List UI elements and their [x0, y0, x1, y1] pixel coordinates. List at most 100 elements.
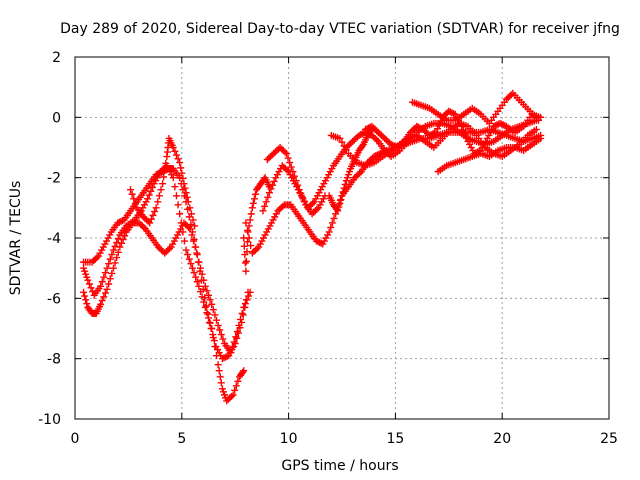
data-point [152, 171, 160, 179]
data-point [507, 91, 515, 99]
data-point [458, 122, 466, 130]
data-point [200, 276, 208, 284]
data-point [114, 235, 122, 243]
data-point [446, 108, 454, 116]
x-tick-label: 0 [71, 431, 80, 447]
data-point [182, 189, 190, 197]
data-point [190, 269, 198, 277]
data-point [113, 239, 121, 247]
data-point [245, 292, 253, 300]
data-point [335, 203, 343, 211]
data-point [192, 273, 200, 281]
data-point [339, 188, 347, 196]
data-point [208, 325, 216, 332]
data-point [97, 282, 105, 290]
x-tick-label: 10 [280, 431, 298, 447]
y-tick-label: -4 [47, 231, 61, 247]
data-point [101, 269, 109, 277]
data-point [80, 288, 88, 296]
data-point [358, 142, 366, 150]
data-point [83, 300, 91, 308]
data-point [238, 309, 246, 317]
data-point [98, 297, 106, 305]
data-point [89, 288, 97, 296]
data-point [227, 349, 235, 357]
data-point [245, 222, 253, 230]
y-axis-label: SDTVAR / TECUs [8, 181, 24, 296]
data-point [116, 243, 124, 251]
data-point [448, 109, 456, 117]
data-point [426, 131, 434, 139]
data-point [243, 238, 251, 246]
data-point [218, 355, 226, 363]
data-point [227, 392, 235, 400]
data-point [155, 192, 163, 200]
data-point [328, 219, 336, 227]
data-point [336, 134, 344, 142]
data-point [316, 239, 324, 247]
data-point [283, 166, 291, 174]
data-point [114, 219, 122, 227]
data-point [232, 382, 240, 390]
x-tick-label: 25 [600, 431, 618, 447]
data-point [314, 238, 322, 246]
data-point [180, 237, 188, 245]
data-point [279, 202, 287, 210]
data-point [261, 202, 269, 210]
y-tick-label: -10 [38, 412, 61, 428]
data-points [80, 89, 545, 405]
data-point [287, 163, 295, 171]
data-point [240, 234, 248, 242]
data-point [247, 242, 255, 250]
data-point [222, 353, 230, 361]
data-point [127, 186, 135, 194]
data-series [434, 134, 545, 176]
data-point [176, 210, 184, 218]
data-point [327, 223, 335, 231]
data-point [106, 275, 114, 283]
data-point [149, 211, 157, 219]
data-point [200, 298, 208, 306]
data-point [430, 129, 438, 137]
data-point [100, 273, 108, 281]
data-point [128, 190, 136, 198]
data-point [341, 180, 349, 188]
data-point [151, 208, 159, 216]
data-point [177, 219, 185, 227]
data-point [300, 197, 308, 205]
data-point [162, 159, 170, 167]
data-point [206, 319, 214, 327]
data-point [196, 264, 204, 272]
data-point [188, 228, 196, 236]
data-series [361, 107, 545, 158]
data-point [259, 207, 267, 215]
data-point [208, 300, 216, 308]
data-point [193, 278, 201, 286]
plot-frame [74, 56, 610, 420]
data-point [356, 169, 364, 177]
data-point [334, 207, 342, 215]
data-point [234, 329, 242, 337]
data-point [363, 125, 371, 133]
data-point [532, 125, 540, 133]
data-point [174, 155, 182, 163]
data-point [98, 278, 106, 286]
data-point [176, 174, 184, 182]
data-point [117, 239, 125, 247]
data-point [392, 143, 400, 151]
data-point [241, 259, 249, 267]
data-point [161, 166, 169, 174]
data-point [358, 130, 366, 138]
data-point [270, 177, 278, 185]
data-point [147, 187, 155, 195]
data-point [496, 119, 504, 127]
data-point [209, 306, 217, 314]
data-point [493, 121, 501, 129]
data-point [203, 287, 211, 295]
data-point [160, 173, 168, 181]
data-point [93, 254, 101, 262]
data-point [169, 174, 177, 182]
data-point [131, 199, 139, 207]
data-point [179, 228, 187, 236]
data-point [294, 181, 302, 189]
